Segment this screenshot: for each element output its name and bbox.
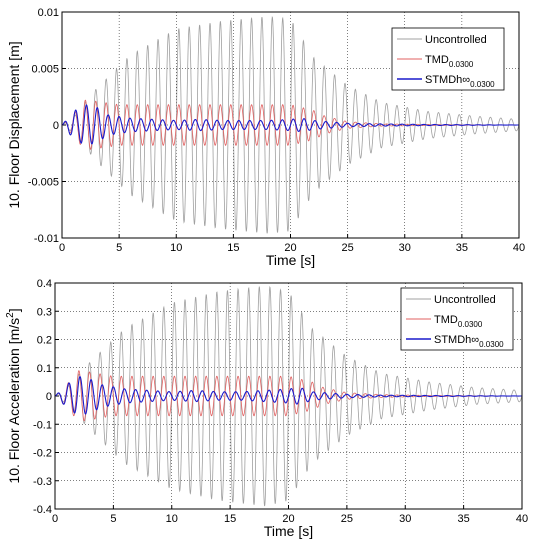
y-tick-label: -0.1 (33, 419, 52, 431)
x-tick-label: 15 (227, 242, 239, 254)
x-tick-labels: 0 5 10 15 20 25 30 35 40 (59, 242, 525, 254)
plot-border (61, 11, 520, 239)
y-tick-label: 0.2 (37, 335, 52, 347)
legend-label: TMD0.0300 (425, 54, 474, 69)
x-tick-label: 25 (342, 242, 354, 254)
y-tick-label: 0 (53, 120, 59, 132)
y-axis-label: 10. Floor Displacement [m] (6, 41, 22, 208)
legend-label: STMDh∞0.0300 (434, 334, 504, 349)
y-tick-labels: -0.4 -0.3 -0.2 -0.1 0 0.1 0.2 0.3 0.4 (33, 278, 52, 516)
y-axis-label-end: ] (6, 308, 22, 312)
legend-label: Uncontrolled (434, 294, 496, 306)
x-axis-label: Time [s] (266, 252, 315, 268)
x-tick-label: 40 (516, 513, 528, 525)
displacement-chart: 0 5 10 15 20 25 30 35 40 -0.01 -0.005 0 0.005 0.01 T… (6, 7, 525, 268)
legend-name-sub: 0.0300 (470, 80, 495, 89)
y-tick-label: -0.005 (28, 177, 59, 189)
x-tick-label: 30 (399, 513, 411, 525)
x-tick-label: 35 (456, 242, 468, 254)
acceleration-chart: 0 5 10 15 20 25 30 35 40 -0.4 -0.3 -0.2 -0.1 0 0.1 0.2… (5, 278, 528, 539)
series-group (55, 285, 522, 507)
x-tick-label: 40 (513, 242, 525, 254)
x-tick-labels: 0 5 10 15 20 25 30 35 40 (52, 513, 528, 525)
x-axis-label: Time [s] (264, 523, 313, 539)
legend-label: Uncontrolled (425, 34, 487, 46)
y-axis-label-sup: 2 (5, 312, 16, 318)
y-tick-label: -0.4 (33, 504, 52, 516)
legend-name: TMD (434, 314, 458, 326)
x-tick-label: 0 (59, 242, 65, 254)
x-tick-label: 10 (170, 242, 182, 254)
legend-name: STMDh∞ (425, 74, 470, 86)
legend-label: STMDh∞0.0300 (425, 74, 495, 89)
legend-name: STMDh∞ (434, 334, 479, 346)
x-tick-label: 15 (224, 513, 236, 525)
legend-name: TMD (425, 54, 449, 66)
x-tick-label: 10 (166, 513, 178, 525)
legend-name: Uncontrolled (434, 294, 496, 306)
y-tick-label: 0.005 (31, 64, 59, 76)
x-tick-label: 5 (110, 513, 116, 525)
legend-name-sub: 0.0300 (449, 60, 474, 69)
series-line-2 (55, 376, 522, 415)
series-group (62, 16, 519, 234)
x-tick-label: 30 (399, 242, 411, 254)
x-tick-label: 20 (282, 513, 294, 525)
y-tick-label: -0.2 (33, 448, 52, 460)
y-tick-label: 0.1 (37, 363, 52, 375)
x-tick-label: 25 (341, 513, 353, 525)
y-tick-label: -0.01 (34, 233, 59, 245)
y-tick-label: -0.3 (33, 476, 52, 488)
y-tick-label: 0 (46, 391, 52, 403)
legend-label: TMD0.0300 (434, 314, 483, 329)
x-tick-label: 0 (52, 513, 58, 525)
series-line-2 (62, 104, 519, 145)
plot-border (54, 282, 523, 510)
y-tick-label: 0.3 (37, 306, 52, 318)
x-tick-label: 5 (116, 242, 122, 254)
y-axis-label-main: 10. Floor Acceleration [m/s (6, 318, 22, 484)
y-tick-label: 0.01 (38, 7, 59, 19)
x-tick-label: 20 (284, 242, 296, 254)
legend-name-sub: 0.0300 (479, 340, 504, 349)
y-tick-labels: -0.01 -0.005 0 0.005 0.01 (28, 7, 59, 245)
legend-name-sub: 0.0300 (458, 320, 483, 329)
y-axis-label: 10. Floor Acceleration [m/s2] (5, 308, 22, 483)
x-tick-label: 35 (458, 513, 470, 525)
y-tick-label: 0.4 (37, 278, 52, 290)
legend-name: Uncontrolled (425, 34, 487, 46)
